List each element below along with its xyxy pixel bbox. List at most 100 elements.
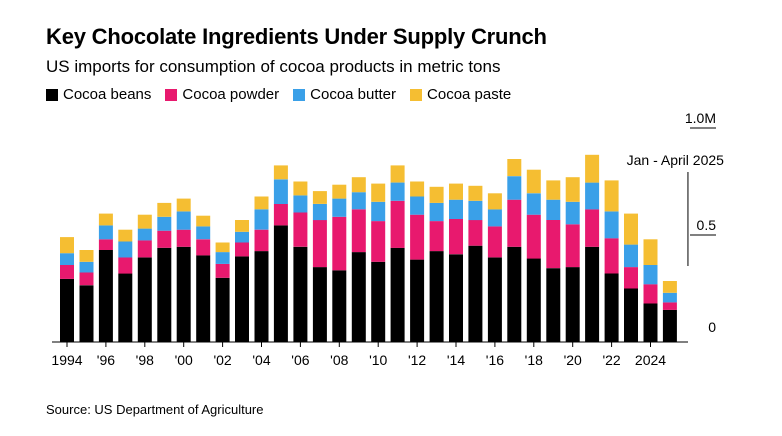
bar-cocoa-powder-2024 (643, 284, 658, 304)
bar-cocoa-paste-2015 (468, 185, 483, 201)
bar-cocoa-butter-2005 (273, 179, 288, 204)
bar-cocoa-powder-2018 (526, 214, 541, 259)
bar-cocoa-butter-1998 (137, 228, 152, 241)
annotation-group: Jan - April 2025 (627, 152, 724, 266)
bar-cocoa-butter-2017 (507, 176, 522, 200)
bar-cocoa-powder-2015 (468, 220, 483, 246)
x-tick-label: '12 (408, 352, 426, 368)
bar-cocoa-beans-2005 (273, 225, 288, 342)
bar-cocoa-paste-1995 (79, 250, 94, 262)
bar-cocoa-paste-2010 (371, 183, 386, 202)
legend-item-cocoa-paste: Cocoa paste (410, 86, 511, 103)
bar-cocoa-paste-2020 (565, 177, 580, 202)
bar-cocoa-beans-2008 (332, 270, 347, 342)
x-tick-label: '10 (369, 352, 387, 368)
bar-cocoa-powder-2001 (196, 239, 211, 256)
bar-cocoa-paste-2014 (449, 183, 463, 200)
bar-cocoa-butter-2023 (624, 244, 638, 268)
bar-cocoa-powder-2013 (429, 221, 444, 252)
x-tick-label: '04 (252, 352, 270, 368)
bar-cocoa-beans-2015 (468, 245, 483, 342)
bar-cocoa-paste-2013 (429, 186, 444, 203)
x-tick-label: '14 (447, 352, 465, 368)
bar-cocoa-powder-2016 (487, 226, 502, 258)
annotation-label: Jan - April 2025 (627, 152, 724, 168)
bar-cocoa-butter-2008 (332, 198, 347, 217)
legend-swatch-cocoa-beans (46, 88, 58, 101)
y-tick-group: 0 0.5 1.0M (685, 110, 716, 335)
source-note: Source: US Department of Agriculture (46, 402, 264, 417)
bar-cocoa-beans-2022 (604, 273, 619, 342)
chart-title: Key Chocolate Ingredients Under Supply C… (46, 24, 547, 49)
bar-cocoa-butter-1994 (60, 253, 74, 265)
bar-cocoa-paste-2002 (215, 242, 230, 253)
x-tick-label: 2024 (635, 352, 666, 368)
bar-cocoa-powder-2005 (273, 204, 288, 226)
bar-cocoa-butter-1996 (98, 225, 113, 240)
bar-cocoa-paste-1996 (98, 213, 113, 226)
y-tick-label: 1.0M (685, 110, 716, 126)
legend-swatch-cocoa-butter (293, 88, 306, 101)
bar-cocoa-butter-2022 (604, 211, 619, 239)
bar-cocoa-beans-2003 (235, 256, 249, 342)
bar-cocoa-butter-2004 (254, 209, 269, 230)
bar-cocoa-powder-2019 (546, 220, 561, 269)
legend-item-cocoa-powder: Cocoa powder (165, 86, 279, 103)
bar-cocoa-butter-2024 (643, 265, 658, 285)
legend-label-cocoa-beans: Cocoa beans (63, 86, 152, 103)
bar-cocoa-beans-2024 (643, 303, 658, 342)
chart-legend: Cocoa beans Cocoa powder Cocoa butter Co… (46, 86, 525, 103)
bar-cocoa-butter-1995 (79, 261, 94, 273)
bar-cocoa-butter-2014 (449, 199, 463, 219)
bar-cocoa-butter-2009 (351, 192, 366, 210)
bar-cocoa-powder-2004 (254, 229, 269, 252)
bar-cocoa-beans-1994 (60, 278, 74, 342)
bar-cocoa-powder-2002 (215, 263, 230, 278)
bar-cocoa-paste-2019 (546, 180, 561, 200)
x-tick-label: '96 (97, 352, 115, 368)
bar-cocoa-paste-2007 (312, 191, 327, 204)
bar-cocoa-butter-2016 (487, 209, 502, 227)
bar-cocoa-beans-2013 (429, 251, 444, 343)
bar-cocoa-paste-1994 (60, 237, 74, 254)
bar-cocoa-beans-2010 (371, 261, 386, 343)
bar-cocoa-beans-2007 (312, 267, 327, 342)
bar-cocoa-powder-1998 (137, 240, 152, 258)
bar-cocoa-butter-2002 (215, 252, 230, 264)
bar-cocoa-powder-2017 (507, 199, 522, 247)
x-tick-label: '16 (486, 352, 504, 368)
x-tick-label: '02 (213, 352, 231, 368)
bar-cocoa-beans-2025 (662, 309, 677, 342)
bar-cocoa-butter-2015 (468, 200, 483, 221)
legend-label-cocoa-butter: Cocoa butter (310, 86, 397, 103)
bar-cocoa-paste-2006 (293, 181, 308, 196)
legend-label-cocoa-powder: Cocoa powder (182, 86, 280, 103)
bar-cocoa-butter-2011 (390, 182, 405, 201)
bar-cocoa-beans-1995 (79, 285, 94, 342)
bar-cocoa-beans-2006 (293, 246, 308, 342)
bar-group (60, 154, 677, 343)
bar-cocoa-beans-2019 (546, 268, 561, 342)
bar-cocoa-paste-2017 (507, 159, 522, 177)
x-tick-label: '00 (175, 352, 193, 368)
legend-label-cocoa-paste: Cocoa paste (427, 86, 512, 103)
bar-cocoa-beans-2016 (487, 257, 502, 342)
bar-cocoa-beans-1998 (137, 257, 152, 342)
bar-cocoa-powder-2010 (371, 221, 386, 262)
bar-cocoa-beans-2023 (624, 288, 638, 342)
bar-cocoa-paste-2000 (176, 198, 191, 212)
bar-cocoa-beans-2014 (449, 254, 463, 342)
bar-cocoa-powder-2008 (332, 216, 347, 271)
bar-cocoa-butter-2001 (196, 226, 211, 240)
bar-cocoa-powder-2007 (312, 220, 327, 268)
y-tick-label: 0.5 (697, 217, 717, 233)
bar-cocoa-beans-2021 (585, 246, 600, 342)
bar-cocoa-beans-1996 (98, 250, 113, 342)
bar-cocoa-beans-1999 (157, 247, 172, 342)
bar-cocoa-powder-1999 (157, 230, 172, 248)
bar-cocoa-butter-2006 (293, 195, 308, 213)
bar-cocoa-paste-2018 (526, 169, 541, 194)
bar-cocoa-beans-1997 (118, 273, 133, 342)
bar-cocoa-powder-2012 (410, 214, 425, 260)
